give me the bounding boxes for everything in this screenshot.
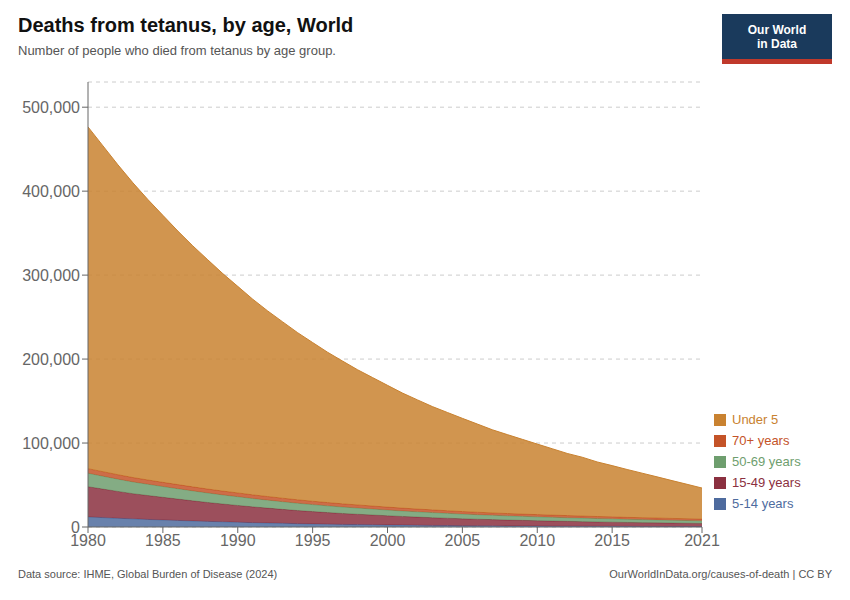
html-text:Number of people who died from: Number of people who died from tetanus b…: [18, 43, 336, 58]
svg-text:2010: 2010: [519, 532, 555, 549]
svg-text:2015: 2015: [594, 532, 630, 549]
svg-text:2021: 2021: [684, 532, 720, 549]
html-text:OurWorldInData.org/causes-of-d: OurWorldInData.org/causes-of-death | CC …: [609, 568, 832, 580]
html-text:50-69 years: 50-69 years: [732, 454, 801, 469]
html-text:5-14 years: 5-14 years: [732, 496, 794, 511]
svg-text:1980: 1980: [70, 532, 106, 550]
svg-text:1990: 1990: [220, 532, 256, 549]
html-text:Under 5: Under 5: [732, 412, 779, 427]
html-text:Our World: Our World: [747, 22, 807, 37]
svg-text:2000: 2000: [370, 532, 406, 549]
html-text:15-49 years: 15-49 years: [732, 475, 801, 490]
svg-text:500,000: 500,000: [22, 99, 80, 116]
svg-text:100,000: 100,000: [22, 435, 80, 452]
html-text:Deaths from tetanus, by age, W: Deaths from tetanus, by age, World: [18, 14, 354, 36]
html-text:70+ years: 70+ years: [732, 433, 790, 448]
svg-text:1995: 1995: [295, 532, 331, 549]
svg-text:300,000: 300,000: [22, 267, 80, 284]
html-text:Data source: IHME, Global Burd: Data source: IHME, Global Burden of Dise…: [18, 568, 278, 580]
svg-text:2005: 2005: [445, 532, 481, 549]
svg-text:200,000: 200,000: [22, 351, 80, 368]
html-text:in Data: in Data: [757, 36, 797, 51]
svg-text:0: 0: [71, 519, 80, 536]
svg-text:400,000: 400,000: [22, 183, 80, 200]
svg-text:1985: 1985: [145, 532, 181, 549]
